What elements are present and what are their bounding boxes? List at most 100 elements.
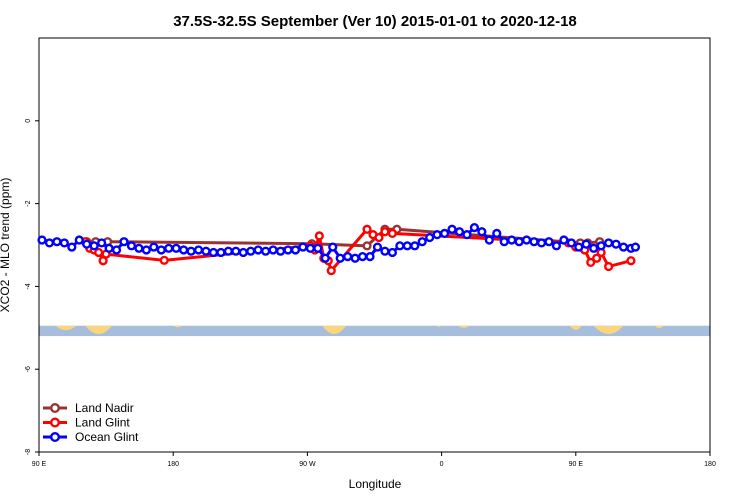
data-point: [89, 241, 99, 251]
map-strip: [39, 325, 710, 337]
data-point: [507, 235, 517, 245]
map-land-4: [436, 325, 441, 327]
data-point: [52, 237, 62, 247]
data-point: [156, 245, 166, 255]
data-point: [216, 247, 226, 258]
data-point: [604, 261, 614, 272]
chart-title: 37.5S-32.5S September (Ver 10) 2015-01-0…: [173, 13, 577, 30]
axes: 90 E 180 90 W 0 90 E 180 0 -2 -4 -6 -8: [25, 119, 716, 468]
plot-frame: [38, 37, 711, 453]
data-point: [536, 238, 547, 248]
data-point: [626, 256, 636, 266]
data-point: [164, 243, 174, 253]
x-tick-label-3: 0: [440, 461, 444, 468]
data-point: [111, 245, 122, 255]
data-point: [374, 232, 384, 243]
data-point: [59, 238, 69, 248]
data-point: [275, 246, 286, 256]
data-point: [544, 237, 554, 247]
data-point: [37, 235, 47, 245]
data-point: [611, 239, 621, 249]
data-point: [67, 242, 77, 252]
map-ocean: [39, 325, 710, 337]
data-point: [208, 247, 219, 258]
data-point: [350, 253, 360, 263]
data-point: [574, 242, 584, 252]
data-point: [589, 243, 599, 253]
data-point: [514, 237, 524, 247]
data-point: [335, 253, 345, 263]
data-point: [44, 238, 55, 248]
data-point: [253, 245, 263, 255]
map-land-8: [654, 325, 664, 329]
data-point: [268, 245, 278, 255]
y-tick-label-4: -8: [25, 449, 32, 455]
data-point: [343, 251, 353, 262]
x-tick-label-1: 180: [167, 461, 179, 468]
data-point: [387, 228, 397, 239]
data-point: [380, 227, 390, 237]
data-point: [469, 223, 480, 233]
data-point: [586, 257, 596, 267]
data-point: [362, 241, 372, 251]
data-point: [462, 230, 472, 240]
data-point: [604, 238, 614, 248]
data-point: [499, 237, 509, 247]
data-point: [432, 230, 442, 240]
x-tick-label-4: 90 E: [569, 461, 584, 468]
data-point: [357, 251, 368, 262]
data-point: [596, 241, 606, 251]
series-layer: [37, 223, 641, 276]
y-tick-label-2: -4: [25, 283, 32, 289]
data-point: [402, 241, 412, 251]
data-point: [298, 242, 308, 252]
data-point: [82, 239, 92, 249]
data-point: [314, 231, 324, 241]
legend-label-1: Land Glint: [75, 416, 130, 430]
data-point: [283, 245, 293, 255]
data-point: [328, 242, 338, 252]
data-point: [159, 255, 169, 265]
data-point: [365, 251, 375, 262]
data-point: [529, 237, 539, 247]
x-tick-label-5: 180: [704, 461, 716, 468]
data-point: [592, 253, 602, 263]
data-point: [246, 246, 256, 256]
data-point: [380, 246, 390, 256]
data-point: [521, 235, 532, 245]
data-point: [618, 242, 629, 252]
series-ocean-glint: [37, 223, 641, 263]
data-point: [104, 243, 114, 253]
data-point: [417, 237, 427, 247]
data-point: [410, 241, 420, 251]
data-point: [454, 227, 465, 237]
data-point: [305, 243, 315, 253]
data-point: [179, 245, 189, 255]
legend-marker-1: [50, 417, 61, 428]
x-tick-label-0: 90 E: [32, 461, 47, 468]
data-point: [439, 228, 450, 239]
data-point: [238, 247, 248, 258]
data-point: [149, 242, 159, 252]
data-point: [387, 247, 397, 258]
x-tick-label-2: 90 W: [299, 461, 316, 468]
y-tick-label-1: -2: [25, 200, 32, 206]
data-point: [447, 224, 457, 234]
data-point: [425, 232, 435, 243]
legend-marker-2: [50, 432, 61, 443]
map-land-7: [593, 325, 624, 335]
data-point: [630, 242, 641, 252]
data-point: [290, 245, 301, 255]
data-point: [171, 243, 181, 253]
y-axis-title: XCO2 - MLO trend (ppm): [0, 178, 12, 313]
data-point: [395, 241, 405, 251]
data-point: [134, 243, 144, 253]
data-point: [362, 224, 372, 234]
map-land-0: [55, 325, 77, 331]
data-point: [320, 253, 330, 263]
data-point: [74, 235, 84, 245]
legend-marker-0: [50, 403, 61, 414]
data-point: [551, 241, 562, 251]
